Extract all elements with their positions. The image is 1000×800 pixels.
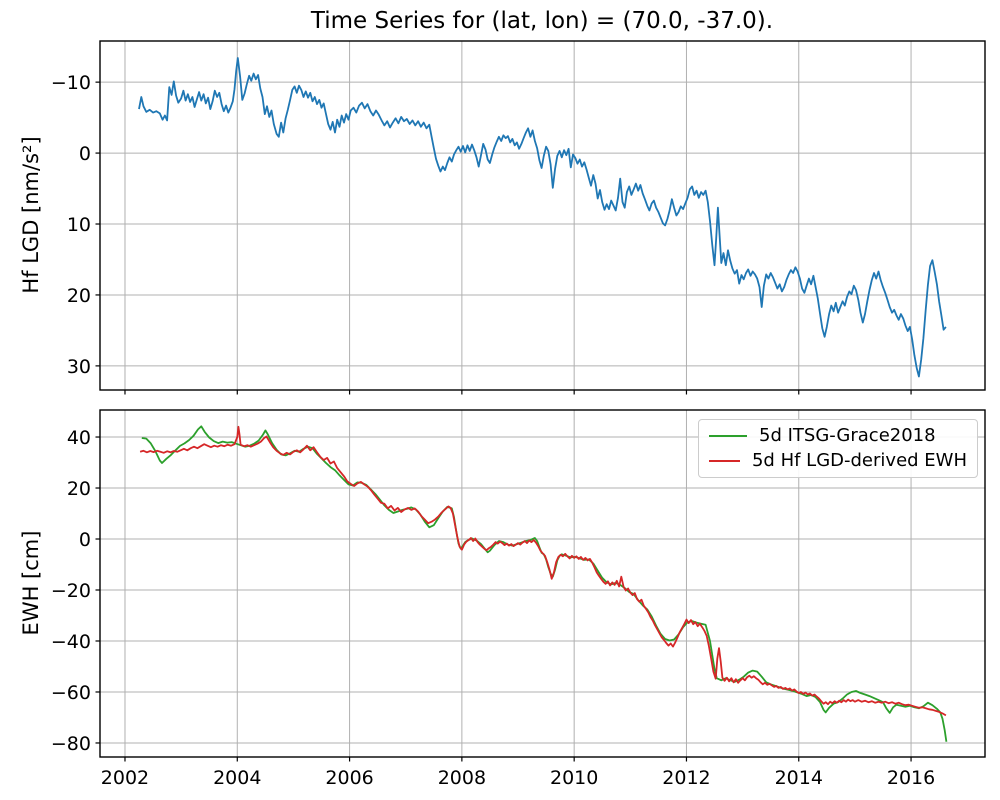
red-line-swatch — [709, 460, 740, 462]
y-axis-label-top: Hf LGD [nm/s²] — [19, 136, 43, 294]
x-tick-label: 2006 — [325, 767, 373, 789]
legend-entry-itsg: 5d ITSG-Grace2018 — [709, 427, 967, 445]
axes-spines — [99, 409, 986, 758]
y-tick-label: 10 — [67, 214, 91, 236]
y-tick-label: 20 — [67, 285, 91, 307]
x-tick-label: 2016 — [887, 767, 935, 789]
y-tick-label: 20 — [67, 478, 91, 500]
series-line-5d-hf-lgd-derived-ewh — [139, 425, 947, 717]
legend-label-lgd-ewh: 5d Hf LGD-derived EWH — [751, 450, 967, 471]
y-tick-label: −60 — [51, 682, 91, 704]
x-tick-label: 2002 — [101, 767, 149, 789]
legend: 5d ITSG-Grace2018 5d Hf LGD-derived EWH — [698, 419, 978, 478]
x-tick-label: 2008 — [438, 767, 486, 789]
y-tick-label: −80 — [51, 733, 91, 755]
y-tick-label: −20 — [51, 580, 91, 602]
y-tick-label: 0 — [79, 529, 91, 551]
series-line-hf-lgd — [138, 57, 947, 378]
legend-entry-lgd-ewh: 5d Hf LGD-derived EWH — [709, 452, 967, 470]
x-tick-label: 2004 — [213, 767, 261, 789]
legend-label-itsg: 5d ITSG-Grace2018 — [759, 425, 936, 446]
x-tick-label: 2014 — [775, 767, 823, 789]
x-tick-label: 2012 — [662, 767, 710, 789]
y-tick-label: 0 — [79, 143, 91, 165]
y-tick-label: 30 — [67, 356, 91, 378]
y-tick-label: 40 — [67, 427, 91, 449]
y-axis-label-bottom: EWH [cm] — [19, 530, 43, 636]
axes-spines — [99, 40, 986, 391]
green-line-swatch — [709, 435, 747, 437]
y-tick-label: −10 — [51, 72, 91, 94]
y-tick-label: −40 — [51, 631, 91, 653]
x-tick-label: 2010 — [550, 767, 598, 789]
chart-title: Time Series for (lat, lon) = (70.0, -37.… — [310, 8, 774, 34]
